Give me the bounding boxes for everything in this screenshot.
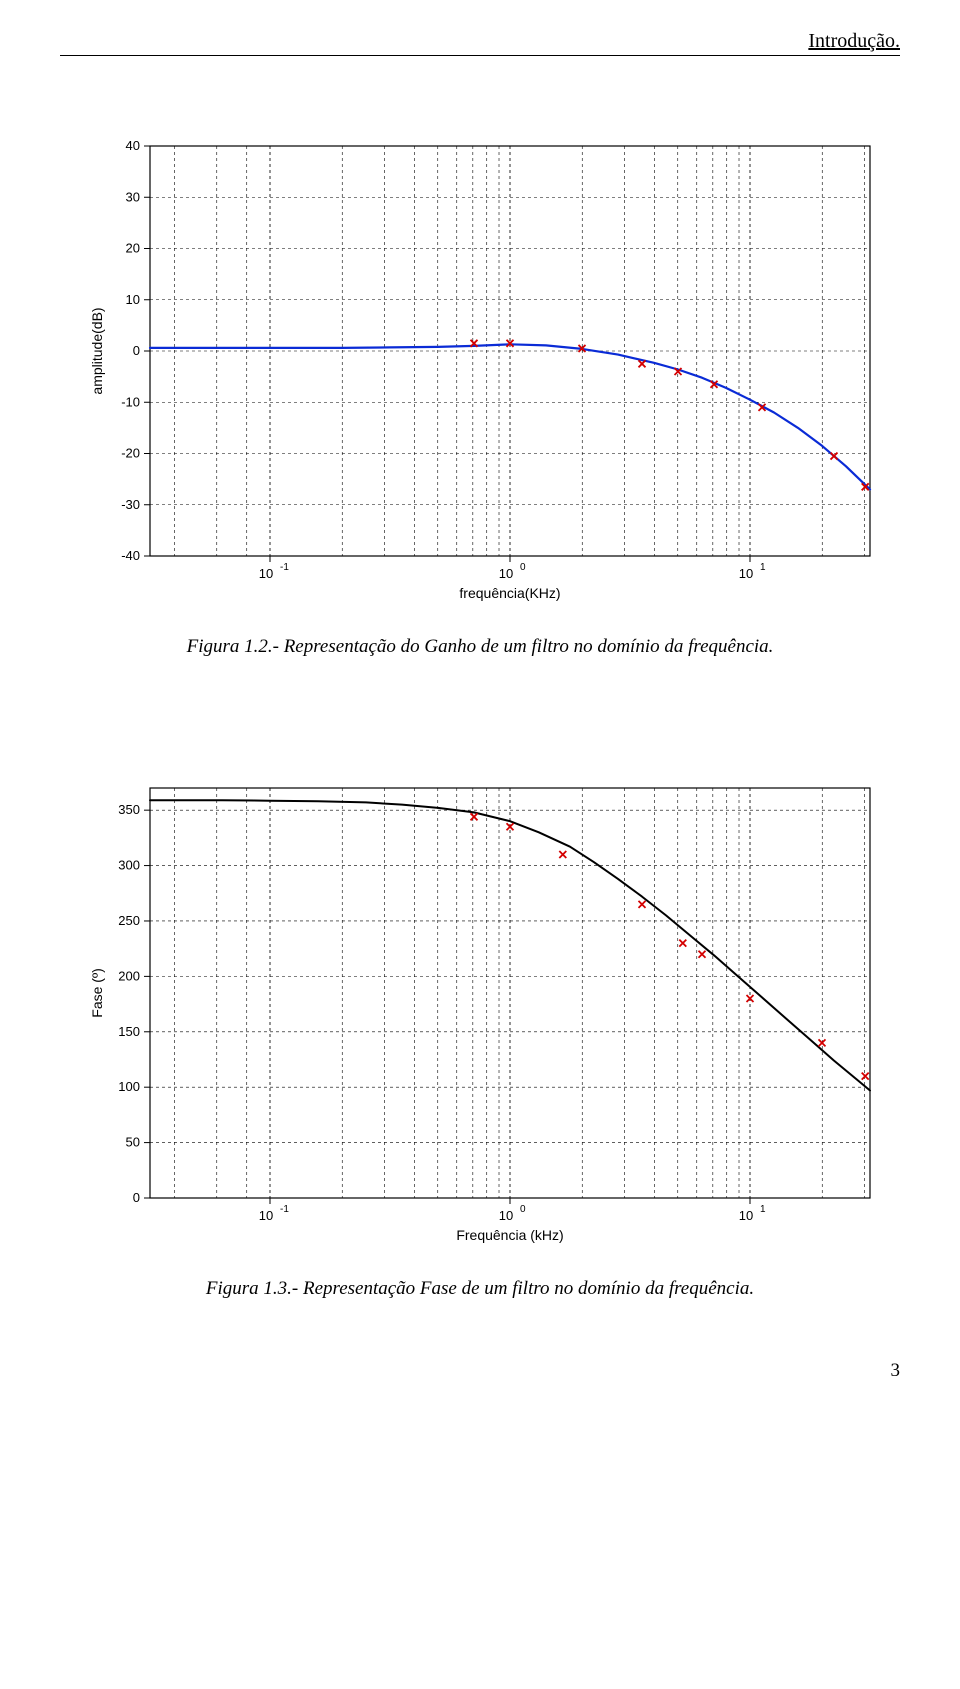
svg-text:350: 350: [118, 802, 140, 817]
svg-text:20: 20: [126, 241, 140, 256]
chart-2-wrap: 05010015020025030035010-1100101Frequênci…: [60, 768, 900, 1248]
page-header: Introdução.: [60, 30, 900, 53]
svg-text:50: 50: [126, 1135, 140, 1150]
svg-text:200: 200: [118, 968, 140, 983]
svg-text:0: 0: [133, 1190, 140, 1205]
svg-text:10: 10: [259, 1208, 273, 1223]
header-rule: [60, 55, 900, 56]
svg-text:150: 150: [118, 1024, 140, 1039]
chart-1-wrap: -40 -30 -20 -10 0 10 20 30 40 10 -1 10 0 10 1 frequênci…: [60, 126, 900, 606]
svg-text:-1: -1: [280, 562, 289, 573]
svg-text:frequência(KHz): frequência(KHz): [459, 585, 560, 601]
svg-text:250: 250: [118, 913, 140, 928]
figure-caption-1: Figura 1.2.- Representação do Ganho de u…: [60, 636, 900, 658]
page: Introdução. -40-30-20-1001020304010-1100…: [0, 0, 960, 1422]
page-number: 3: [60, 1360, 900, 1382]
gain-vs-frequency-chart: -40 -30 -20 -10 0 10 20 30 40 10 -1 10 0 10 1 frequênci…: [80, 126, 880, 606]
svg-text:1: 1: [760, 562, 766, 573]
svg-text:10: 10: [499, 1208, 513, 1223]
svg-text:10: 10: [739, 1208, 753, 1223]
svg-text:-20: -20: [121, 446, 140, 461]
svg-text:Frequência (kHz): Frequência (kHz): [456, 1227, 563, 1243]
svg-text:0: 0: [520, 1204, 526, 1215]
svg-text:-30: -30: [121, 497, 140, 512]
svg-text:Fase (º): Fase (º): [89, 968, 105, 1017]
svg-text:30: 30: [126, 189, 140, 204]
svg-text:1: 1: [760, 1204, 766, 1215]
svg-text:10: 10: [126, 292, 140, 307]
svg-text:10: 10: [259, 566, 273, 581]
svg-text:40: 40: [126, 138, 140, 153]
svg-text:-1: -1: [280, 1204, 289, 1215]
svg-text:100: 100: [118, 1079, 140, 1094]
svg-text:amplitude(dB): amplitude(dB): [89, 307, 105, 394]
svg-text:10: 10: [739, 566, 753, 581]
phase-vs-frequency-chart: 05010015020025030035010-1100101Frequênci…: [80, 768, 880, 1248]
svg-text:10: 10: [499, 566, 513, 581]
figure-caption-2: Figura 1.3.- Representação Fase de um fi…: [60, 1278, 900, 1300]
svg-text:0: 0: [520, 562, 526, 573]
svg-text:-40: -40: [121, 548, 140, 563]
svg-text:300: 300: [118, 858, 140, 873]
svg-text:0: 0: [133, 343, 140, 358]
svg-text:-10: -10: [121, 394, 140, 409]
